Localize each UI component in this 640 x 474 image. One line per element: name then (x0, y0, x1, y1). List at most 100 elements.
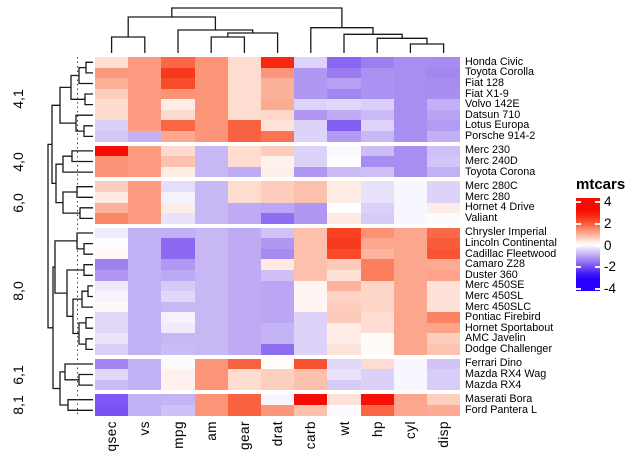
heatmap-cell (95, 99, 129, 110)
heatmap-cell (393, 404, 427, 416)
heatmap-cell (95, 394, 129, 405)
heatmap-cell (294, 259, 328, 270)
row-label: Merc 230 (465, 144, 511, 157)
heatmap-cell (327, 120, 361, 132)
heatmap-cell (360, 248, 394, 260)
heatmap-cell (294, 291, 328, 302)
heatmap-cell (360, 99, 394, 110)
heatmap-cell (227, 109, 261, 121)
heatmap-cell (161, 301, 195, 313)
row-label: Merc 240D (465, 155, 518, 167)
heatmap-cell (426, 78, 461, 89)
heatmap-cell (294, 99, 328, 110)
heatmap-cell (260, 379, 295, 391)
heatmap-cell (360, 57, 394, 68)
legend-tick-mark (595, 222, 600, 225)
heatmap-cell (426, 344, 461, 355)
row-label: Merc 450SL (465, 289, 524, 302)
heatmap-cell (161, 57, 195, 68)
heatmap-cell (260, 67, 295, 79)
heatmap-cell (194, 145, 228, 157)
heatmap-cell (426, 213, 461, 224)
slice-label-text: 6,0 (10, 192, 26, 213)
heatmap-cell (128, 88, 162, 100)
heatmap-cell (95, 322, 129, 334)
heatmap-cell (260, 213, 295, 224)
column-label: drat (269, 421, 287, 474)
slice-label-text: 8,0 (10, 281, 26, 301)
heatmap-cell (360, 270, 394, 281)
heatmap-cell (161, 404, 195, 416)
heatmap-cell (227, 88, 261, 100)
heatmap-cell (294, 88, 328, 100)
heatmap-cell (194, 369, 228, 380)
heatmap-cell (128, 301, 162, 313)
heatmap-cell (294, 333, 328, 345)
heatmap-cell (227, 291, 261, 302)
heatmap-cell (227, 227, 261, 239)
heatmap-cell (128, 394, 162, 405)
heatmap-cell (294, 369, 328, 380)
heatmap-cell (360, 213, 394, 224)
heatmap-cell (426, 202, 461, 214)
heatmap-cell (95, 78, 129, 89)
heatmap-cell (393, 120, 427, 132)
heatmap-cell (95, 259, 129, 270)
heatmap-cell (260, 312, 295, 323)
heatmap-cell (161, 78, 195, 89)
heatmap-cell (194, 322, 228, 334)
heatmap-cell (194, 166, 228, 178)
heatmap-cell (95, 379, 129, 391)
heatmap-cell (393, 344, 427, 355)
row-label: Chrysler Imperial (465, 226, 547, 239)
heatmap-cell (360, 166, 394, 178)
heatmap-cell (161, 181, 195, 192)
heatmap-cell (227, 213, 261, 224)
heatmap-cell (95, 181, 129, 192)
heatmap-cell (327, 166, 361, 178)
heatmap-cell (161, 248, 195, 260)
heatmap-cell (327, 301, 361, 313)
slice-label-text: 8,1 (10, 395, 26, 415)
heatmap-cell (128, 312, 162, 323)
heatmap-cell (95, 227, 129, 239)
heatmap-cell (260, 259, 295, 270)
heatmap-cell (426, 166, 461, 178)
legend-tick-label: 2 (604, 215, 612, 231)
heatmap-slice (95, 227, 461, 355)
column-label-text: disp (436, 421, 452, 448)
heatmap-cell (161, 238, 195, 249)
heatmap-cell (393, 181, 427, 192)
heatmap-cell (194, 238, 228, 249)
legend-tick-label: -4 (604, 281, 617, 296)
heatmap-cell (227, 280, 261, 292)
heatmap-cell (360, 88, 394, 100)
heatmap-cell (360, 369, 394, 380)
heatmap-cell (393, 57, 427, 68)
heatmap-cell (294, 156, 328, 167)
heatmap-cell (128, 248, 162, 260)
heatmap-cell (426, 369, 461, 380)
legend-tick-mark (595, 201, 600, 203)
heatmap-cell (161, 67, 195, 79)
heatmap-cell (294, 270, 328, 281)
column-label-text: carb (303, 421, 319, 450)
heatmap-cell (360, 120, 394, 132)
heatmap-cell (260, 369, 295, 380)
heatmap-cell (161, 312, 195, 323)
heatmap-cell (194, 88, 228, 100)
heatmap-cell (294, 109, 328, 121)
heatmap-cell (260, 394, 295, 405)
row-label: Merc 280C (465, 180, 518, 193)
heatmap-cell (360, 322, 394, 334)
heatmap-cell (327, 394, 361, 405)
heatmap-cell (260, 333, 295, 345)
heatmap-cell (260, 156, 295, 167)
heatmap-cell (128, 109, 162, 121)
heatmap-cell (393, 291, 427, 302)
heatmap-cell (327, 344, 361, 355)
heatmap-cell (426, 227, 461, 239)
heatmap-cell (327, 291, 361, 302)
heatmap-cell (194, 280, 228, 292)
